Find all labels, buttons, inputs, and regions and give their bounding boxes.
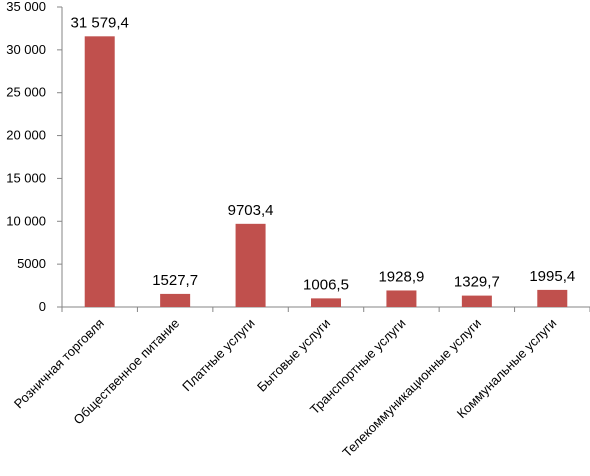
- y-tick-label: 15 000: [6, 170, 46, 185]
- y-tick-label: 25 000: [6, 85, 46, 100]
- category-label: Телекоммуникационные услуги: [339, 316, 484, 461]
- bar: [84, 36, 115, 307]
- y-tick-label: 20 000: [6, 128, 46, 143]
- y-tick-label: 35 000: [6, 0, 46, 14]
- bar: [160, 293, 191, 307]
- x-axis: [61, 306, 590, 312]
- y-tick-label: 30 000: [6, 42, 46, 57]
- bar: [386, 290, 417, 307]
- category-label: Бытовые услуги: [254, 316, 333, 395]
- data-label: 9703,4: [228, 202, 274, 219]
- bar: [537, 289, 568, 307]
- category-label: Платные услуги: [179, 316, 258, 395]
- data-label: 1329,7: [454, 274, 500, 291]
- y-tick-label: 0: [39, 299, 46, 314]
- data-label: 1527,7: [152, 272, 198, 289]
- bar: [235, 223, 266, 307]
- data-labels: 31 579,4 1527,7 9703,4 1006,5 1928,9 1329,7 19…: [71, 14, 576, 293]
- data-label: 1928,9: [378, 268, 424, 285]
- data-label: 1006,5: [303, 276, 349, 293]
- data-label: 31 579,4: [71, 14, 129, 31]
- bar: [311, 298, 341, 307]
- y-tick-label: 10 000: [6, 213, 46, 228]
- y-tick-label: 5000: [17, 256, 46, 271]
- bars: [84, 36, 568, 307]
- bar: [461, 295, 492, 307]
- y-axis: 0 5000 10 000 15 000 20 000 25 000 30 000 35 00…: [6, 0, 63, 314]
- data-label: 1995,4: [529, 268, 575, 285]
